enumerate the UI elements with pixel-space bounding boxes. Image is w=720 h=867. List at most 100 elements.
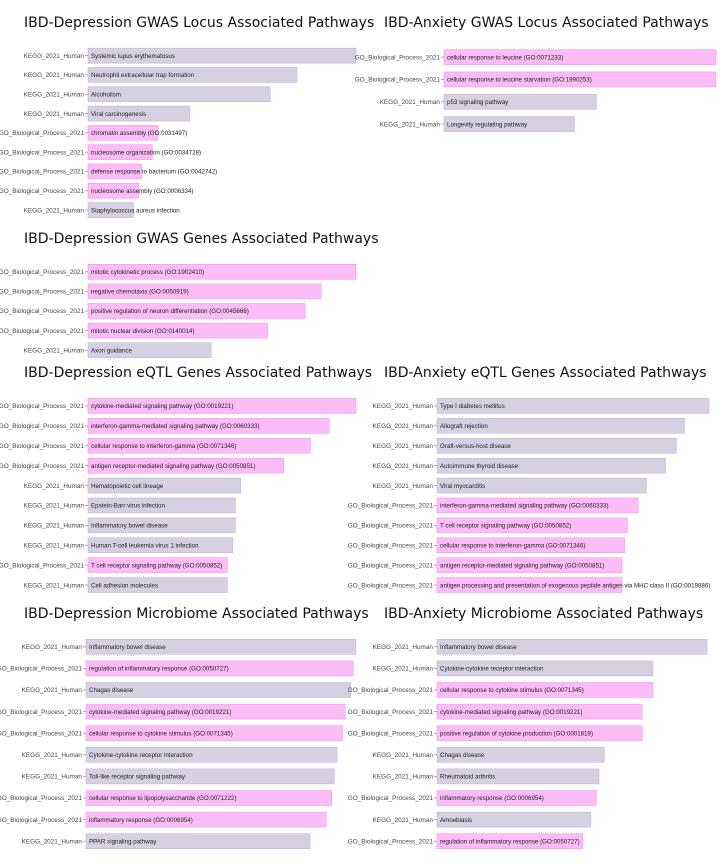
term-label: inflammatory response (GO:0006954) [89,817,193,824]
category-label: GO_Biological_Process_2021 [0,169,84,176]
term-label: interferon-gamma-mediated signaling path… [440,503,609,510]
term-label: regulation of inflammatory response (GO:… [89,666,229,673]
category-label: KEGG_2021_Human [380,121,441,128]
chart-title: IBD-Anxiety Microbiome Associated Pathwa… [384,606,704,622]
bar-chart: GO_Biological_Process_2021 cellular respo… [355,49,717,132]
bar-chart: KEGG_2021_Human Inflammatory bowel diseas… [0,639,357,849]
term-label: Longevity regulating pathway [447,121,528,128]
category-label: GO_Biological_Process_2021 [0,269,84,276]
term-label: cellular response to lipopolysaccharide … [89,795,237,802]
term-label: Chagas disease [89,687,134,694]
category-label: GO_Biological_Process_2021 [0,130,84,137]
category-label: GO_Biological_Process_2021 [348,523,434,530]
category-label: GO_Biological_Process_2021 [0,423,84,430]
term-label: Toll-like receptor signaling pathway [89,774,186,781]
term-label: Axon guidance [91,347,132,354]
category-label: GO_Biological_Process_2021 [348,582,434,589]
category-label: GO_Biological_Process_2021 [0,188,84,195]
chart-title: IBD-Depression GWAS Genes Associated Pat… [24,231,379,247]
category-label: GO_Biological_Process_2021 [0,308,84,315]
term-label: cytokine-mediated signaling pathway (GO:… [91,403,233,410]
category-label: GO_Biological_Process_2021 [0,562,84,569]
category-label: GO_Biological_Process_2021 [348,542,434,549]
category-label: KEGG_2021_Human [373,666,434,673]
chart-title: IBD-Depression GWAS Locus Associated Pat… [24,15,375,31]
category-label: GO_Biological_Process_2021 [0,817,82,824]
category-label: KEGG_2021_Human [22,838,83,845]
category-label: KEGG_2021_Human [24,483,85,490]
term-label: Human T-cell leukemia virus 1 infection [91,542,199,549]
category-label: KEGG_2021_Human [373,817,434,824]
category-label: GO_Biological_Process_2021 [0,730,82,737]
term-label: T cell receptor signaling pathway (GO:00… [440,523,571,530]
term-label: Cytokine-cytokine receptor interaction [89,752,193,759]
category-label: KEGG_2021_Human [24,72,85,79]
category-label: KEGG_2021_Human [24,523,85,530]
term-label: Amoebiasis [440,817,472,824]
category-label: GO_Biological_Process_2021 [0,403,84,410]
bar-chart: GO_Biological_Process_2021 mitotic cytoki… [0,264,357,358]
term-label: Viral myocarditis [440,483,485,490]
category-label: GO_Biological_Process_2021 [348,795,434,802]
term-label: Neutrophil extracellular trap formation [91,72,195,79]
category-label: KEGG_2021_Human [22,687,83,694]
term-label: Inflammatory bowel disease [89,644,166,651]
term-label: antigen receptor-mediated signaling path… [440,562,604,569]
category-label: KEGG_2021_Human [24,207,85,214]
category-label: GO_Biological_Process_2021 [0,463,84,470]
category-label: GO_Biological_Process_2021 [0,666,82,673]
term-label: Alcoholism [91,91,121,98]
category-label: KEGG_2021_Human [22,752,83,759]
bar-chart: KEGG_2021_Human Type I diabetes mellitus K… [348,398,710,593]
term-label: Autoimmune thyroid disease [440,463,519,470]
category-label: KEGG_2021_Human [24,542,85,549]
term-label: Chagas disease [440,752,485,759]
term-label: Inflammatory bowel disease [440,644,517,651]
term-label: Viral carcinogenesis [91,111,146,118]
category-label: KEGG_2021_Human [24,91,85,98]
term-label: chromatin assembly (GO:0031497) [91,130,187,137]
category-label: GO_Biological_Process_2021 [0,709,82,716]
category-label: KEGG_2021_Human [373,423,434,430]
term-label: Cytokine-cytokine receptor interaction [440,666,544,673]
term-label: PPAR signaling pathway [89,838,157,845]
term-label: Cell adhesion molecules [91,582,158,589]
category-label: KEGG_2021_Human [373,483,434,490]
bar-chart: KEGG_2021_Human Systemic lupus erythemato… [0,47,357,218]
term-label: nucleosome organization (GO:0034728) [91,149,201,156]
term-label: Graft-versus-host disease [440,443,511,450]
term-label: p53 signaling pathway [447,99,509,106]
term-label: nucleosome assembly (GO:0006334) [91,188,194,195]
category-label: KEGG_2021_Human [373,774,434,781]
term-label: regulation of inflammatory response (GO:… [440,838,580,845]
category-label: GO_Biological_Process_2021 [0,443,84,450]
category-label: KEGG_2021_Human [22,644,83,651]
term-label: Rheumatoid arthritis [440,774,495,781]
category-label: GO_Biological_Process_2021 [355,77,441,84]
category-label: GO_Biological_Process_2021 [348,838,434,845]
term-label: Type I diabetes mellitus [440,403,505,410]
category-label: KEGG_2021_Human [373,443,434,450]
category-label: GO_Biological_Process_2021 [348,730,434,737]
category-label: GO_Biological_Process_2021 [355,54,441,61]
category-label: KEGG_2021_Human [24,347,85,354]
term-label: negative chemotaxis (GO:0050919) [91,289,189,296]
category-label: GO_Biological_Process_2021 [0,795,82,802]
term-label: positive regulation of neuron differenti… [91,308,249,315]
category-label: KEGG_2021_Human [380,99,441,106]
term-label: T cell receptor signaling pathway (GO:00… [91,562,222,569]
category-label: GO_Biological_Process_2021 [348,709,434,716]
term-label: cellular response to cytokine stimulus (… [440,687,584,694]
term-label: cytokine-mediated signaling pathway (GO:… [89,709,231,716]
term-label: cellular response to leucine (GO:0071233… [447,54,563,61]
term-label: cellular response to interferon-gamma (G… [91,443,236,450]
category-label: GO_Biological_Process_2021 [0,149,84,156]
chart-title: IBD-Depression eQTL Genes Associated Pat… [24,365,373,381]
term-label: antigen receptor-mediated signaling path… [91,463,255,470]
term-label: mitotic nuclear division (GO:0140014) [91,328,195,335]
category-label: KEGG_2021_Human [24,53,85,60]
term-label: cellular response to leucine starvation … [447,77,592,84]
term-label: antigen processing and presentation of e… [440,582,710,589]
term-label: mitotic cytokinetic process (GO:1902410) [91,269,204,276]
category-label: GO_Biological_Process_2021 [348,562,434,569]
